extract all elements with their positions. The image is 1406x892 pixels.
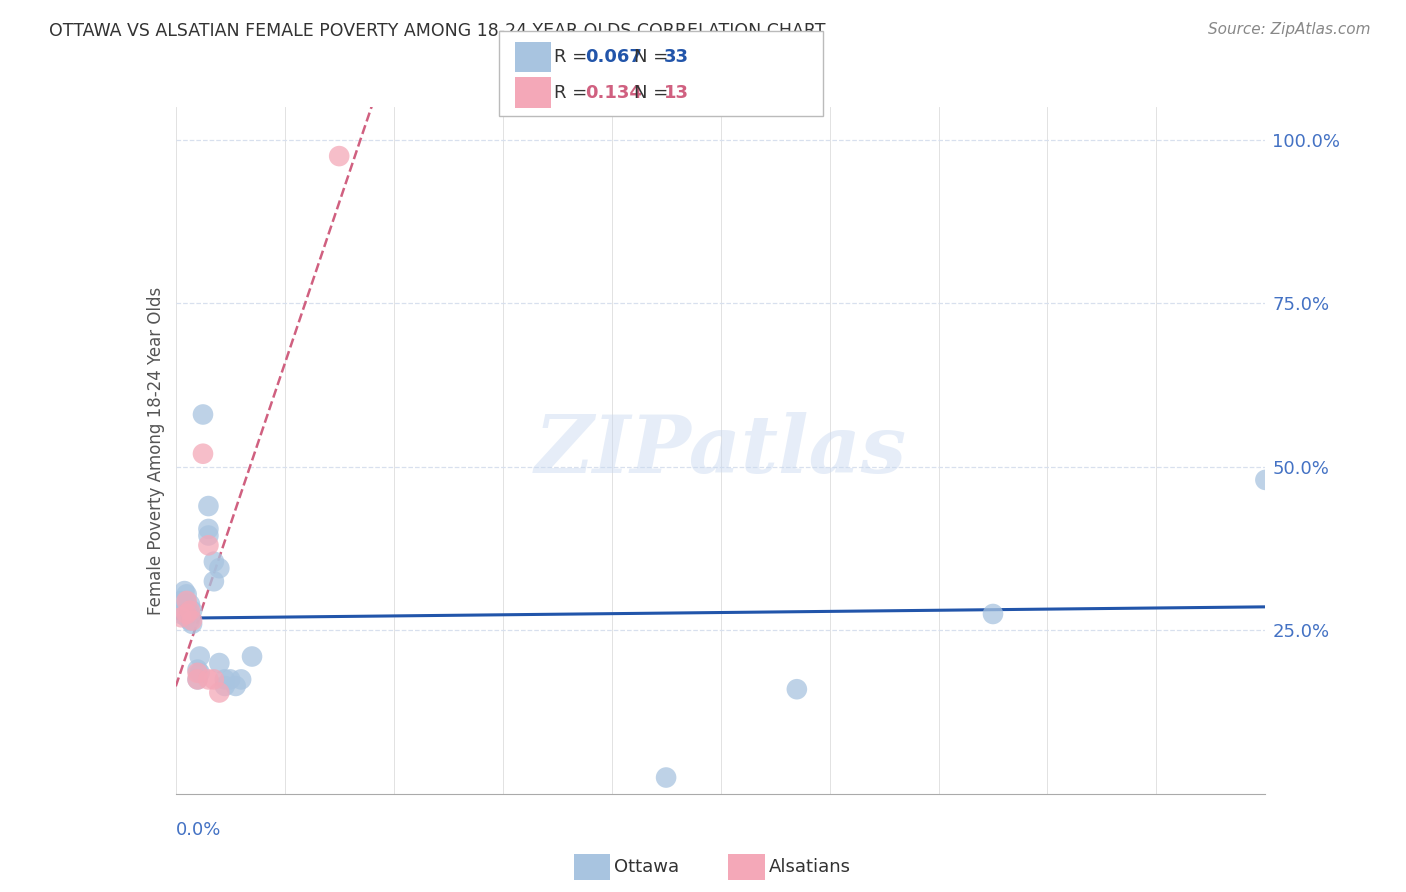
Point	[181, 604, 204, 618]
Point	[191, 408, 214, 422]
Point	[170, 594, 193, 608]
Point	[186, 665, 209, 680]
Point	[176, 597, 198, 611]
Text: 0.0%: 0.0%	[176, 822, 221, 839]
Point	[176, 587, 198, 601]
Point	[202, 574, 225, 589]
Point	[176, 610, 198, 624]
Point	[197, 528, 219, 542]
Text: Ottawa: Ottawa	[614, 858, 679, 876]
Point	[208, 561, 231, 575]
Point	[219, 673, 242, 687]
Point	[186, 673, 209, 687]
Point	[202, 673, 225, 687]
Point	[197, 538, 219, 552]
Point	[173, 584, 195, 599]
Point	[179, 597, 201, 611]
Point	[328, 149, 350, 163]
Point	[655, 771, 678, 785]
Text: ZIPatlas: ZIPatlas	[534, 412, 907, 489]
Text: 0.134: 0.134	[585, 84, 641, 102]
Y-axis label: Female Poverty Among 18-24 Year Olds: Female Poverty Among 18-24 Year Olds	[146, 286, 165, 615]
Point	[188, 649, 211, 664]
Text: OTTAWA VS ALSATIAN FEMALE POVERTY AMONG 18-24 YEAR OLDS CORRELATION CHART: OTTAWA VS ALSATIAN FEMALE POVERTY AMONG …	[49, 22, 825, 40]
Point	[170, 607, 193, 621]
Text: Alsatians: Alsatians	[769, 858, 851, 876]
Point	[197, 673, 219, 687]
Text: R =: R =	[554, 48, 593, 66]
Text: Source: ZipAtlas.com: Source: ZipAtlas.com	[1208, 22, 1371, 37]
Text: 0.067: 0.067	[585, 48, 641, 66]
Point	[179, 607, 201, 621]
Point	[208, 685, 231, 699]
Point	[240, 649, 263, 664]
Point	[170, 610, 193, 624]
Text: N =: N =	[634, 84, 673, 102]
Point	[181, 616, 204, 631]
Point	[176, 607, 198, 621]
Text: 13: 13	[664, 84, 689, 102]
Point	[186, 673, 209, 687]
Text: R =: R =	[554, 84, 593, 102]
Point	[208, 656, 231, 670]
Point	[202, 555, 225, 569]
Point	[179, 604, 201, 618]
Point	[191, 447, 214, 461]
Point	[214, 679, 236, 693]
Point	[225, 679, 247, 693]
Point	[179, 614, 201, 628]
Point	[214, 673, 236, 687]
Point	[188, 665, 211, 680]
Point	[231, 673, 253, 687]
Point	[197, 522, 219, 536]
Point	[186, 663, 209, 677]
Point	[176, 594, 198, 608]
Point	[786, 682, 808, 697]
Point	[181, 614, 204, 628]
Text: 33: 33	[664, 48, 689, 66]
Text: N =: N =	[634, 48, 673, 66]
Point	[981, 607, 1004, 621]
Point	[197, 499, 219, 513]
Point	[1254, 473, 1277, 487]
